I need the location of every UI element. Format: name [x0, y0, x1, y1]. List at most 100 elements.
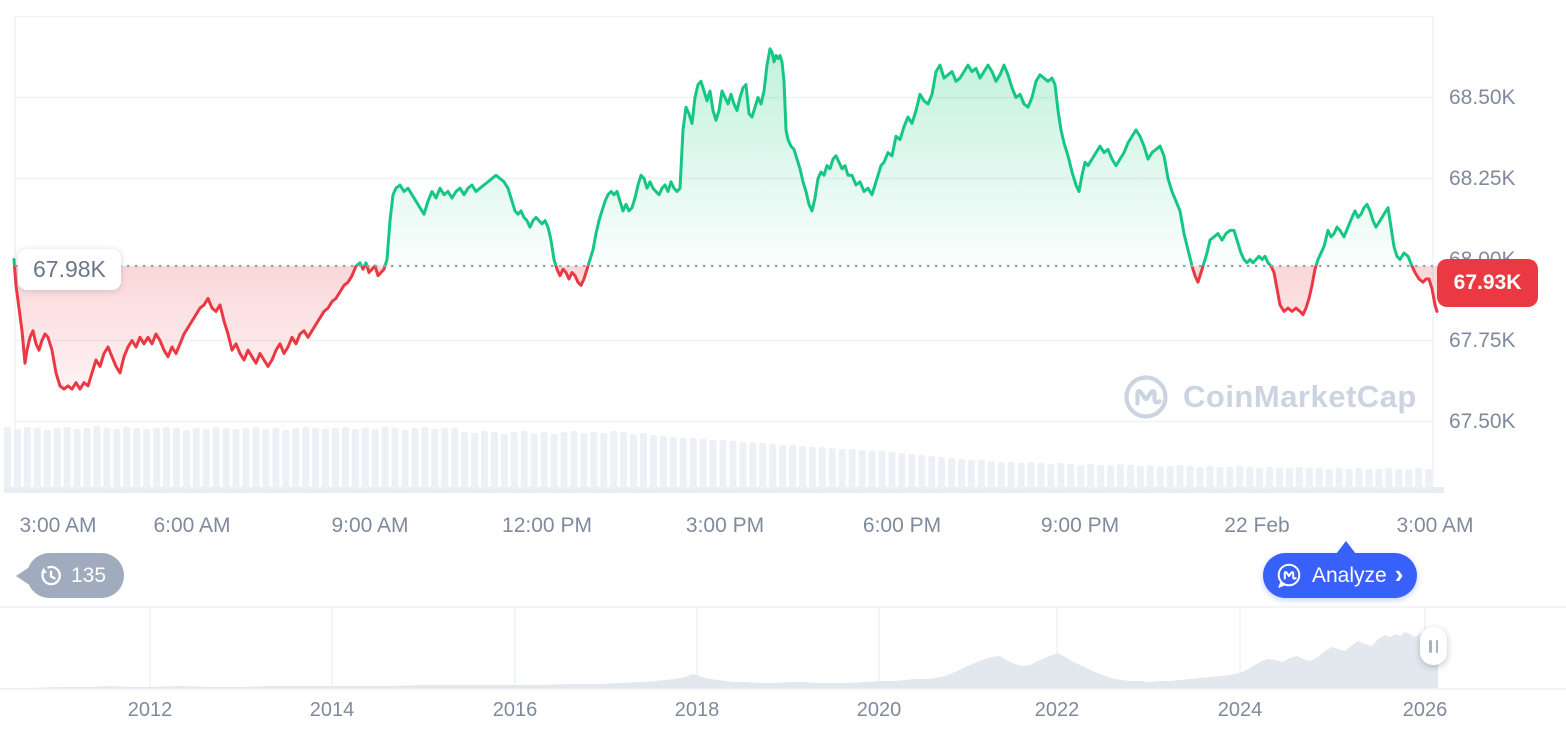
volume-bar: [63, 427, 71, 489]
volume-bar: [1087, 464, 1095, 489]
volume-bar: [1007, 462, 1015, 489]
brush-drag-handle[interactable]: [1420, 627, 1447, 665]
x-tick-label: 9:00 PM: [1040, 514, 1120, 537]
volume-bar: [1206, 466, 1214, 489]
volume-bar: [113, 429, 121, 489]
volume-bar: [967, 460, 975, 489]
volume-bar: [461, 432, 469, 489]
x-tick-label: 12:00 PM: [502, 514, 592, 537]
coinmarketcap-watermark: CoinMarketCap: [1122, 373, 1417, 421]
y-tick-label: 67.50K: [1449, 409, 1516, 433]
volume-bar: [1107, 465, 1115, 489]
volume-bar: [1126, 465, 1134, 489]
volume-bar: [530, 433, 538, 489]
history-clock-icon: [41, 565, 61, 585]
volume-bar: [381, 427, 389, 489]
volume-bar: [312, 428, 320, 489]
volume-bar: [888, 452, 896, 489]
volume-bar: [500, 434, 508, 489]
history-pill[interactable]: 135: [27, 553, 125, 598]
year-label: 2018: [674, 699, 720, 721]
volume-bar: [1276, 468, 1283, 489]
y-tick-label: 68.25K: [1449, 166, 1516, 190]
volume-bar: [958, 459, 965, 489]
volume-bar: [520, 431, 528, 489]
analyze-button[interactable]: Analyze ›: [1263, 553, 1418, 598]
volume-bar: [987, 461, 995, 489]
volume-bar: [441, 428, 449, 489]
chevron-right-icon: ›: [1394, 559, 1404, 589]
volume-bar: [620, 432, 628, 489]
volume-bar: [252, 427, 260, 489]
volume-bar: [1365, 469, 1373, 489]
volume-bar: [282, 430, 290, 489]
volume-bar: [918, 455, 926, 489]
volume-bar: [640, 433, 647, 489]
volume-bar: [123, 427, 131, 489]
year-label: 2026: [1402, 699, 1448, 721]
volume-bar: [649, 435, 657, 489]
volume-bar: [1117, 464, 1124, 489]
volume-bar: [1256, 468, 1264, 489]
current-price-badge: 67.93K: [1437, 259, 1538, 307]
analyze-button-wrap: Analyze ›: [1263, 541, 1418, 598]
history-count-badge[interactable]: 135: [16, 553, 125, 598]
volume-bar: [1017, 463, 1025, 489]
y-tick-label: 68.50K: [1449, 85, 1516, 109]
volume-bar: [898, 453, 906, 489]
volume-bar: [729, 441, 737, 489]
coinmarketcap-logo-icon: [1124, 375, 1168, 419]
volume-bar: [262, 429, 270, 489]
volume-bar: [1037, 463, 1045, 489]
volume-bar: [302, 427, 310, 489]
volume-bar: [550, 434, 558, 489]
x-tick-label: 3:00 PM: [685, 514, 765, 537]
volume-bar: [153, 428, 161, 489]
volume-bar: [818, 447, 826, 489]
volume-bar: [1156, 466, 1164, 489]
volume-bar: [828, 448, 836, 489]
volume-bar: [242, 428, 250, 489]
volume-bar: [431, 429, 439, 489]
volume-bar: [163, 427, 170, 489]
pause-bars-icon: [1429, 639, 1432, 653]
volume-bar: [1226, 467, 1234, 489]
volume-bar: [351, 429, 359, 489]
volume-bar: [868, 451, 876, 489]
year-label: 2016: [492, 699, 538, 721]
volume-bar: [789, 445, 797, 489]
volume-bar: [451, 428, 459, 489]
x-tick-label: 3:00 AM: [1396, 514, 1474, 537]
year-label: 2024: [1217, 699, 1263, 721]
volume-bar: [878, 451, 886, 489]
volume-bar: [272, 428, 280, 489]
volume-bar: [1166, 466, 1174, 489]
x-tick-label: 6:00 AM: [153, 514, 231, 537]
x-tick-label: 3:00 AM: [19, 514, 97, 537]
volume-bar: [1335, 468, 1343, 489]
volume-bar: [630, 434, 638, 489]
volume-bar: [719, 440, 727, 489]
volume-bar: [212, 427, 220, 489]
pause-bars-icon: [1435, 639, 1438, 653]
volume-bar: [192, 428, 200, 489]
volume-bar: [709, 440, 717, 489]
volume-bar: [769, 444, 777, 489]
volume-bar: [1305, 468, 1313, 489]
volume-bar: [977, 460, 985, 489]
volume-bar: [1136, 466, 1144, 489]
volume-bar: [580, 433, 588, 489]
volume-bar: [928, 456, 936, 489]
volume-bar: [610, 431, 618, 489]
volume-bar: [481, 431, 488, 489]
volume-bar: [1186, 466, 1194, 489]
price-chart[interactable]: [0, 0, 1566, 505]
volume-bar: [182, 430, 190, 489]
volume-bar: [172, 428, 180, 489]
volume-bar: [1395, 469, 1403, 489]
volume-bar: [53, 428, 61, 489]
volume-bar: [33, 428, 41, 489]
volume-bar: [510, 432, 518, 489]
timeline-brush-chart[interactable]: [0, 606, 1566, 690]
